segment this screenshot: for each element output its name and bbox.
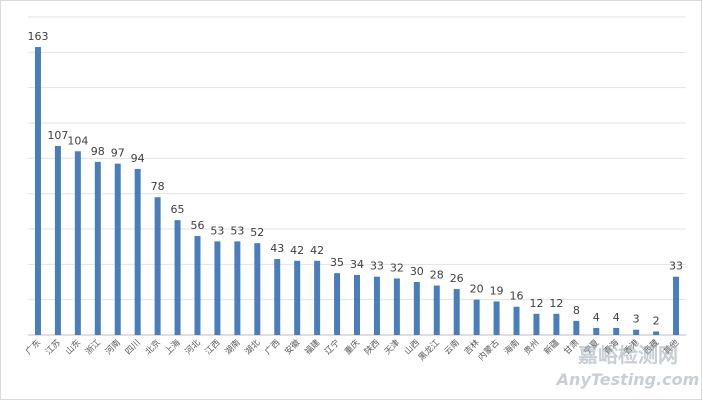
bar bbox=[393, 278, 400, 335]
bar bbox=[413, 282, 420, 335]
value-label: 52 bbox=[250, 226, 264, 239]
value-label: 97 bbox=[111, 147, 125, 160]
watermark-url: AnyTesting.com bbox=[555, 370, 700, 389]
bar bbox=[74, 151, 81, 335]
value-label: 53 bbox=[210, 224, 224, 237]
bar bbox=[114, 163, 121, 335]
value-label: 98 bbox=[91, 145, 105, 158]
bar bbox=[433, 285, 440, 335]
value-label: 35 bbox=[330, 256, 344, 269]
value-label: 19 bbox=[490, 284, 504, 297]
bar bbox=[54, 145, 61, 335]
bar bbox=[34, 47, 41, 336]
value-label: 12 bbox=[549, 297, 563, 310]
bar bbox=[174, 220, 181, 335]
bar bbox=[633, 329, 640, 335]
value-label: 107 bbox=[47, 129, 68, 142]
value-label: 56 bbox=[190, 219, 204, 232]
value-label: 3 bbox=[633, 313, 640, 326]
value-label: 78 bbox=[151, 180, 165, 193]
bar bbox=[513, 306, 520, 335]
value-label: 26 bbox=[450, 272, 464, 285]
bar bbox=[354, 274, 360, 335]
value-label: 65 bbox=[171, 203, 185, 216]
bar bbox=[573, 320, 580, 335]
value-label: 42 bbox=[310, 244, 324, 257]
bar bbox=[553, 313, 560, 335]
bar bbox=[493, 301, 500, 335]
value-label: 16 bbox=[510, 290, 524, 303]
bar bbox=[673, 276, 680, 335]
bar bbox=[314, 260, 321, 335]
value-label: 33 bbox=[669, 260, 683, 273]
value-label: 30 bbox=[410, 265, 424, 278]
value-label: 28 bbox=[430, 269, 444, 282]
value-label: 33 bbox=[370, 260, 384, 273]
value-label: 104 bbox=[67, 134, 88, 147]
bar bbox=[234, 241, 241, 335]
bar bbox=[453, 289, 460, 335]
bar bbox=[254, 243, 261, 335]
bar bbox=[274, 259, 281, 335]
bar bbox=[613, 327, 620, 335]
bar bbox=[94, 161, 101, 335]
bar bbox=[154, 197, 161, 335]
bar bbox=[373, 276, 380, 335]
bar bbox=[214, 241, 221, 335]
value-label: 34 bbox=[350, 258, 364, 271]
value-label: 163 bbox=[27, 30, 48, 43]
value-label: 12 bbox=[529, 297, 543, 310]
value-label: 94 bbox=[131, 152, 145, 165]
watermark: 嘉峪检测网 AnyTesting.com bbox=[555, 343, 700, 389]
bar bbox=[653, 331, 660, 335]
value-label: 32 bbox=[390, 261, 404, 274]
value-label: 8 bbox=[573, 304, 580, 317]
value-label: 42 bbox=[290, 244, 304, 257]
bar bbox=[334, 273, 341, 335]
value-label: 4 bbox=[593, 311, 600, 324]
bar bbox=[593, 327, 600, 335]
value-label: 53 bbox=[230, 224, 244, 237]
watermark-title: 嘉峪检测网 bbox=[577, 343, 678, 367]
bar bbox=[134, 168, 141, 335]
bar bbox=[194, 236, 201, 335]
bar bbox=[294, 260, 301, 335]
bar bbox=[533, 313, 540, 335]
value-label: 2 bbox=[653, 314, 660, 327]
bar bbox=[473, 299, 480, 335]
value-label: 4 bbox=[613, 311, 620, 324]
value-label: 20 bbox=[470, 283, 484, 296]
value-label: 43 bbox=[270, 242, 284, 255]
